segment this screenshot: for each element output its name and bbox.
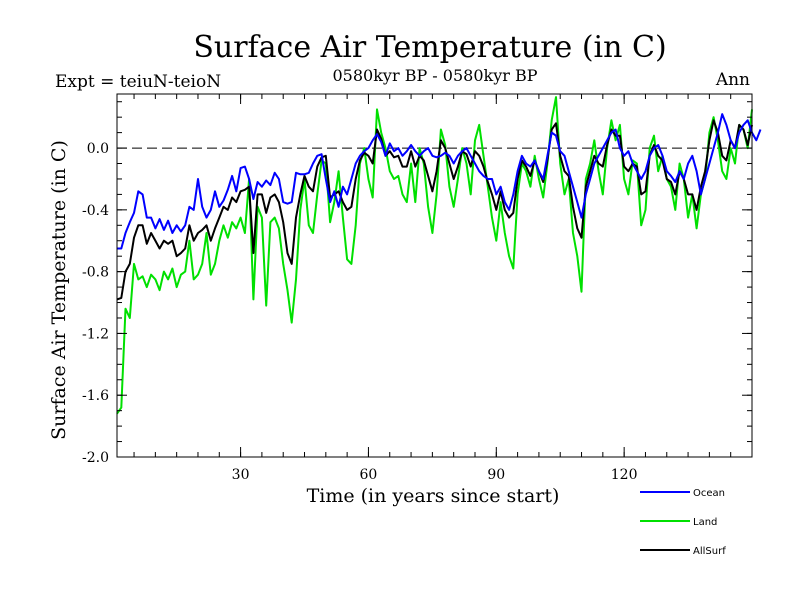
series-layer <box>116 96 762 415</box>
experiment-label: Expt = teiuN-teioN <box>55 72 221 92</box>
legend-label-ocean: Ocean <box>693 488 725 499</box>
plot-area: -2.0 -1.6 -1.2 -0.8 -0.4 0.0 30 60 90 120 <box>82 93 762 483</box>
series-line-land <box>116 96 753 415</box>
y-tick-label: 0.0 <box>87 141 109 157</box>
x-tick-label: 90 <box>487 467 505 483</box>
legend-label-land: Land <box>693 517 717 528</box>
x-axis-label: Time (in years since start) <box>307 485 560 507</box>
y-tick-label: -0.4 <box>82 203 109 219</box>
chart-subtitle: 0580kyr BP - 0580kyr BP <box>333 66 538 85</box>
x-tick-label: 30 <box>232 467 250 483</box>
y-tick-label: -2.0 <box>82 450 109 466</box>
plot-frame <box>116 93 753 458</box>
series-line-ocean <box>117 113 762 250</box>
y-tick-label: -1.2 <box>82 326 109 342</box>
chart-title: Surface Air Temperature (in C) <box>193 30 666 65</box>
x-tick-label: 60 <box>360 467 378 483</box>
y-tick-label: -0.8 <box>82 265 109 281</box>
tick-layer: -2.0 -1.6 -1.2 -0.8 -0.4 0.0 30 60 90 120 <box>82 94 752 483</box>
legend: Ocean Land AllSurf <box>640 488 726 557</box>
x-tick-label: 120 <box>611 467 638 483</box>
series-line-allsurf <box>116 119 753 301</box>
y-axis-label: Surface Air Temperature (in C) <box>48 140 70 440</box>
season-label: Ann <box>715 70 750 90</box>
y-tick-label: -1.6 <box>82 388 109 404</box>
legend-label-allsurf: AllSurf <box>693 546 726 557</box>
